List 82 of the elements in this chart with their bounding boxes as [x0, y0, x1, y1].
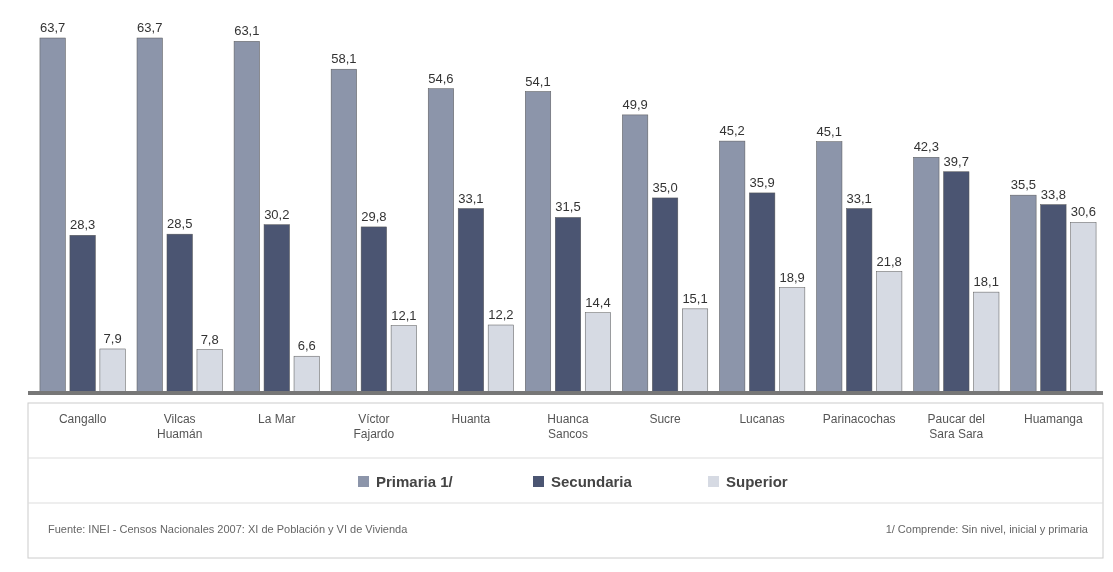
data-label: 6,6	[297, 338, 316, 354]
data-label: 63,7	[40, 20, 66, 35]
x-tick-label: Huanta	[451, 412, 491, 426]
bar	[1070, 222, 1097, 394]
bar	[39, 37, 66, 394]
data-label: 54,1	[525, 73, 551, 89]
bar	[233, 41, 260, 394]
bar	[555, 217, 581, 394]
bar	[913, 157, 940, 394]
legend-label: Superior	[726, 473, 788, 490]
source-note: Fuente: INEI - Censos Nacionales 2007: XI de Población y VI de Vivienda	[48, 523, 409, 535]
data-label: 45,1	[816, 123, 842, 139]
data-label: 7,9	[103, 330, 122, 346]
data-label: 63,1	[234, 23, 260, 39]
bar	[360, 226, 387, 394]
legend-label: Primaria 1/	[376, 473, 454, 490]
data-label: 30,2	[264, 206, 290, 222]
data-label: 35,9	[749, 174, 775, 190]
bar	[487, 324, 514, 394]
x-tick-label: Parinacochas	[822, 412, 896, 426]
data-label: 28,3	[70, 217, 96, 233]
data-label: 39,7	[943, 153, 969, 169]
bar	[682, 308, 709, 394]
x-tick-label: Lucanas	[739, 412, 785, 426]
bar	[943, 171, 970, 394]
data-label: 15,1	[682, 290, 708, 306]
x-tick-label: Cangallo	[58, 412, 107, 426]
x-tick-label: Vilcas Huamán	[157, 412, 203, 441]
bar	[876, 271, 903, 394]
data-label: 31,5	[555, 199, 581, 215]
data-label: 45,2	[719, 123, 745, 139]
bar	[330, 68, 357, 394]
data-label: 33,8	[1040, 186, 1066, 202]
data-label: 12,1	[391, 307, 417, 323]
bar	[196, 349, 223, 394]
bar	[622, 114, 649, 394]
bar	[525, 91, 552, 394]
bar	[973, 291, 1000, 394]
bar	[390, 325, 417, 394]
bar	[749, 192, 776, 394]
data-label: 14,4	[585, 294, 611, 310]
bar	[136, 37, 163, 394]
x-tick-label: Víctor Fajardo	[353, 412, 395, 441]
data-label: 29,8	[361, 208, 387, 224]
bar	[719, 140, 746, 394]
data-label: 58,1	[331, 51, 357, 67]
text: 1/ Comprende: Sin nivel, inicial y primaria	[885, 523, 1089, 535]
bar	[427, 88, 454, 394]
bar	[1010, 194, 1037, 394]
x-tick-label: Paucar del Sara Sara	[927, 412, 985, 441]
bar	[293, 355, 320, 394]
bar	[263, 224, 290, 394]
data-label: 18,9	[779, 269, 805, 285]
data-label: 30,6	[1070, 204, 1096, 220]
bar	[457, 208, 484, 394]
data-label: 33,1	[458, 190, 484, 206]
bar	[584, 312, 611, 394]
bar	[166, 233, 193, 394]
bar	[816, 141, 843, 394]
x-tick-label: Sucre	[649, 412, 682, 426]
bar	[779, 287, 806, 394]
data-label: 35,0	[652, 179, 678, 195]
data-label: 21,8	[876, 253, 902, 269]
bar	[652, 197, 679, 394]
x-tick-label: La Mar	[258, 412, 296, 426]
legend-label: Secundaria	[551, 473, 633, 490]
data-label: 18,1	[973, 274, 999, 290]
bar	[1040, 204, 1067, 394]
data-label: 28,5	[167, 216, 193, 232]
bar	[69, 235, 96, 394]
data-label: 49,9	[622, 96, 648, 112]
x-tick-label: Huamanga	[1023, 412, 1084, 426]
x-tick-label: Huanca Sancos	[547, 412, 589, 441]
data-label: 42,3	[913, 139, 939, 155]
data-label: 63,7	[137, 20, 163, 35]
bar	[846, 208, 873, 394]
data-label: 33,1	[846, 190, 872, 206]
data-label: 54,6	[428, 70, 454, 86]
data-label: 12,2	[488, 307, 514, 323]
data-label: 7,8	[200, 331, 219, 347]
data-label: 35,5	[1010, 177, 1037, 193]
bar	[99, 348, 126, 394]
